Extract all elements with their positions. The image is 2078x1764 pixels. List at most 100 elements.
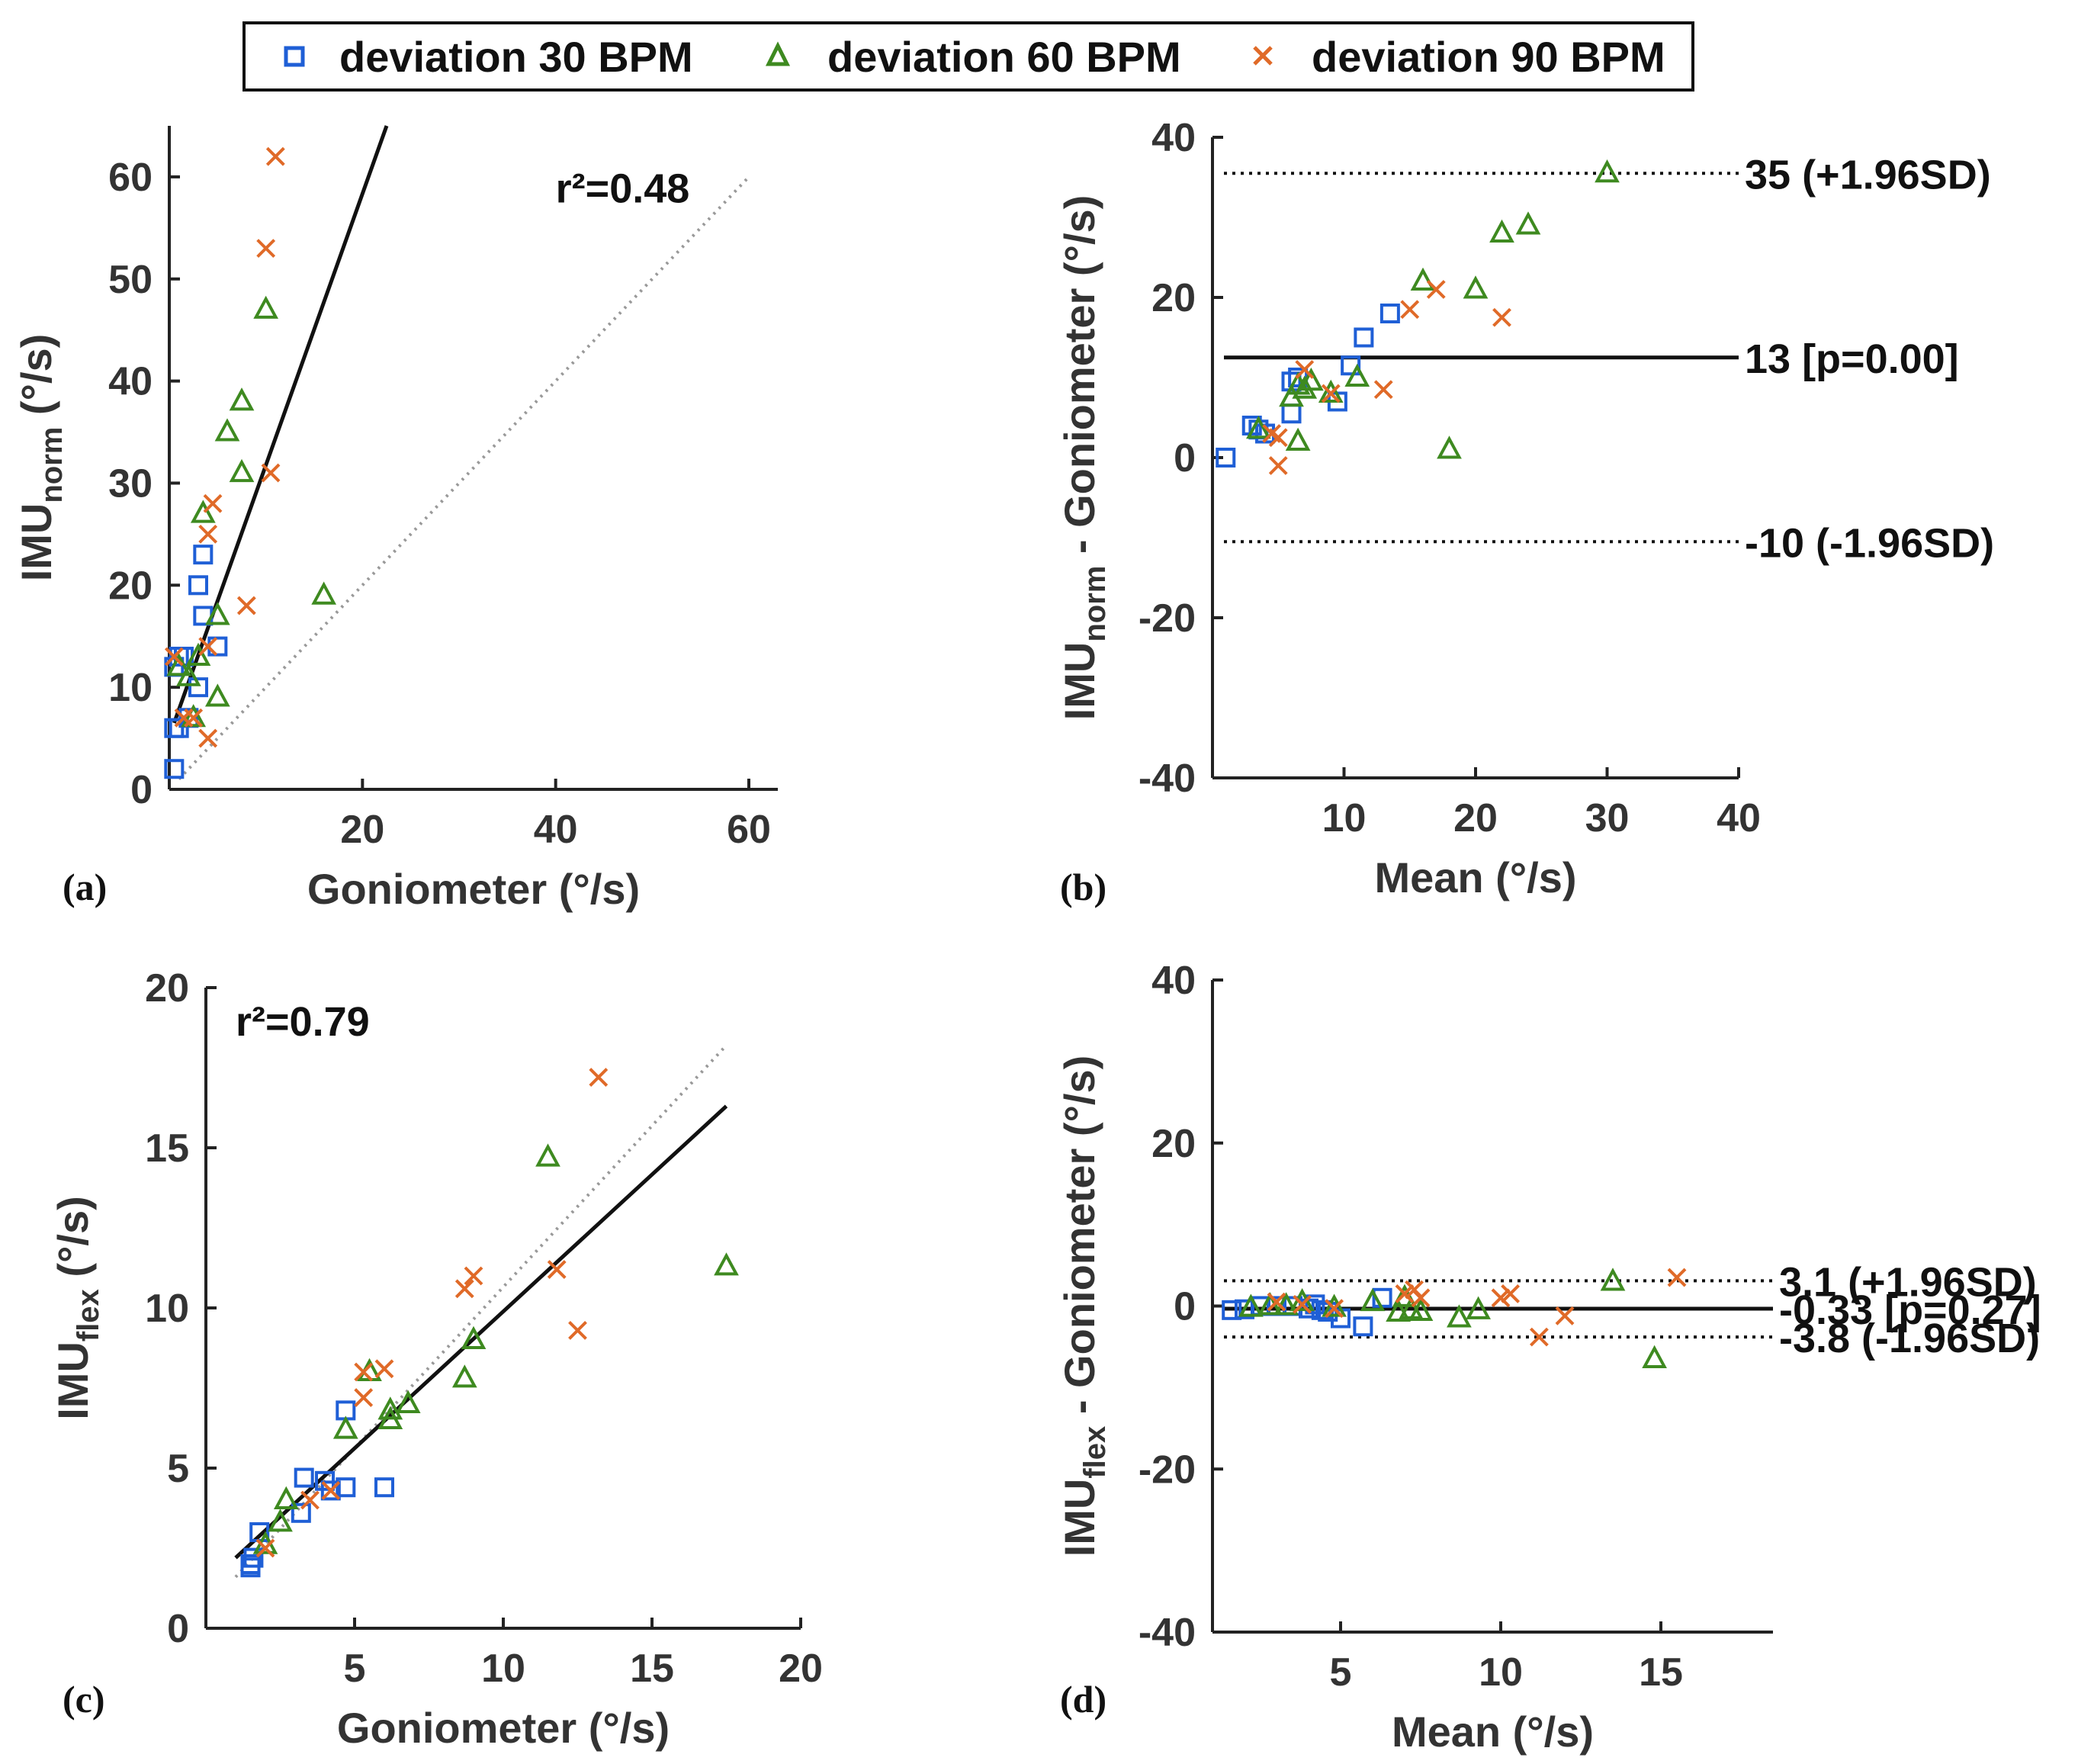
x-tick-label: 15 <box>630 1647 674 1691</box>
x-axis-label: Mean (°/s) <box>1374 853 1576 901</box>
x-tick-label: 60 <box>727 808 771 852</box>
point-60bpm <box>1447 1304 1472 1328</box>
regression-line <box>234 1104 728 1560</box>
x-tick-label: 20 <box>779 1647 823 1691</box>
point-60bpm <box>1463 275 1489 299</box>
point-60bpm <box>461 1325 487 1349</box>
x-axis-label: Goniometer (°/s) <box>307 865 640 913</box>
point-90bpm <box>184 708 204 728</box>
point-90bpm <box>1295 360 1315 379</box>
point-90bpm <box>1400 300 1420 320</box>
point-30bpm <box>240 1557 261 1578</box>
y-tick-label: 20 <box>145 966 189 1011</box>
point-90bpm <box>547 1260 567 1280</box>
point-90bpm <box>1501 1284 1521 1303</box>
point-60bpm <box>273 1486 299 1509</box>
point-90bpm <box>261 463 281 483</box>
point-30bpm <box>188 677 208 698</box>
y-tick-label: 60 <box>108 156 153 200</box>
point-60bpm <box>175 663 201 686</box>
legend-x-icon <box>1253 46 1273 66</box>
legend-label-60: deviation 60 BPM <box>827 33 1181 81</box>
y-tick-label: 0 <box>167 1607 189 1651</box>
point-90bpm <box>1426 280 1446 299</box>
point-30bpm <box>1354 327 1374 348</box>
x-tick-label: 20 <box>1453 796 1498 840</box>
point-60bpm <box>1515 211 1541 235</box>
point-90bpm <box>198 728 218 748</box>
x-tick-label: 5 <box>1330 1650 1352 1695</box>
point-60bpm <box>204 683 230 707</box>
point-30bpm <box>320 1480 341 1501</box>
y-axis-label: IMUnorm - Goniometer (°/s) <box>1055 195 1112 721</box>
panel-a-scatter: 20 40 60 0 10 20 30 40 50 60 Goniometer (°/s) IMUno… <box>12 125 778 913</box>
legend-entry-60: deviation 60 BPM <box>765 33 1181 81</box>
point-90bpm <box>354 1388 374 1408</box>
point-90bpm <box>374 1359 394 1379</box>
point-60bpm <box>268 1509 293 1532</box>
point-90bpm <box>1667 1268 1687 1287</box>
point-30bpm <box>374 1477 394 1498</box>
legend: deviation 30 BPM deviation 60 BPM deviat… <box>242 21 1694 92</box>
point-60bpm <box>451 1364 477 1388</box>
point-60bpm <box>1410 267 1436 291</box>
y-tick-label: 20 <box>1151 276 1196 320</box>
panel-d-bland-altman: 5 10 15 -40 -20 0 20 40 Mean (°/s) IMUflex - Goni… <box>1055 959 2041 1756</box>
point-90bpm <box>1321 384 1341 403</box>
point-30bpm <box>1281 403 1302 424</box>
identity-line <box>234 1044 727 1579</box>
line-label: -0.33 [p=0.27] <box>1779 1287 2041 1333</box>
point-60bpm <box>1285 427 1311 451</box>
x-tick-label: 10 <box>481 1647 525 1691</box>
panel-label-c: (c) <box>63 1678 105 1721</box>
point-60bpm <box>1489 219 1514 243</box>
point-90bpm <box>1405 1280 1424 1300</box>
line-label: 35 (+1.96SD) <box>1745 152 1991 198</box>
y-tick-label: 50 <box>108 258 153 302</box>
point-90bpm <box>256 239 276 259</box>
y-axis-label: IMUflex (°/s) <box>49 1196 105 1420</box>
y-tick-label: 10 <box>145 1287 189 1331</box>
point-60bpm <box>1322 1293 1347 1317</box>
point-60bpm <box>181 704 207 728</box>
point-60bpm <box>185 642 211 666</box>
x-tick-label: 10 <box>1322 796 1367 840</box>
y-tick-label: 20 <box>108 564 153 608</box>
y-tick-label: 20 <box>1151 1122 1196 1166</box>
point-60bpm <box>1360 1287 1386 1312</box>
panel-label-b: (b) <box>1060 866 1106 908</box>
point-30bpm <box>291 1502 311 1523</box>
point-60bpm <box>214 418 240 442</box>
point-60bpm <box>395 1390 421 1413</box>
x-tick-label: 40 <box>1717 796 1761 840</box>
line-label: 3.1 (+1.96SD) <box>1779 1259 2037 1305</box>
point-90bpm <box>255 1538 275 1558</box>
y-tick-label: 30 <box>108 461 153 506</box>
y-tick-label: 0 <box>130 768 153 812</box>
point-60bpm <box>332 1415 358 1439</box>
panel-b-bland-altman: 10 20 30 40 -40 -20 0 20 40 Mean (°/s) IMUnorm - G… <box>1055 116 1994 901</box>
legend-label-90: deviation 90 BPM <box>1312 33 1665 81</box>
point-90bpm <box>454 1279 474 1299</box>
point-90bpm <box>164 647 184 667</box>
y-tick-label: -20 <box>1139 596 1196 641</box>
point-60bpm <box>253 295 279 319</box>
legend-entry-90: deviation 90 BPM <box>1253 33 1665 81</box>
point-60bpm <box>1437 435 1462 459</box>
point-60bpm <box>1466 1296 1491 1319</box>
r-squared-annotation: r²=0.79 <box>236 999 370 1045</box>
point-60bpm <box>311 581 337 605</box>
y-tick-label: -40 <box>1139 1611 1196 1655</box>
point-90bpm <box>1293 1294 1312 1314</box>
regression-line <box>172 125 389 724</box>
point-90bpm <box>265 146 285 166</box>
panel-c-scatter: 5 10 15 20 0 5 10 15 20 Goniometer (°/s) IMUflex (… <box>49 966 823 1752</box>
panel-label-d: (d) <box>1060 1678 1106 1721</box>
point-90bpm <box>1491 1288 1511 1308</box>
point-30bpm <box>1216 448 1236 468</box>
point-30bpm <box>294 1467 314 1488</box>
point-90bpm <box>1373 380 1393 400</box>
point-60bpm <box>1600 1268 1626 1291</box>
point-60bpm <box>229 387 255 411</box>
